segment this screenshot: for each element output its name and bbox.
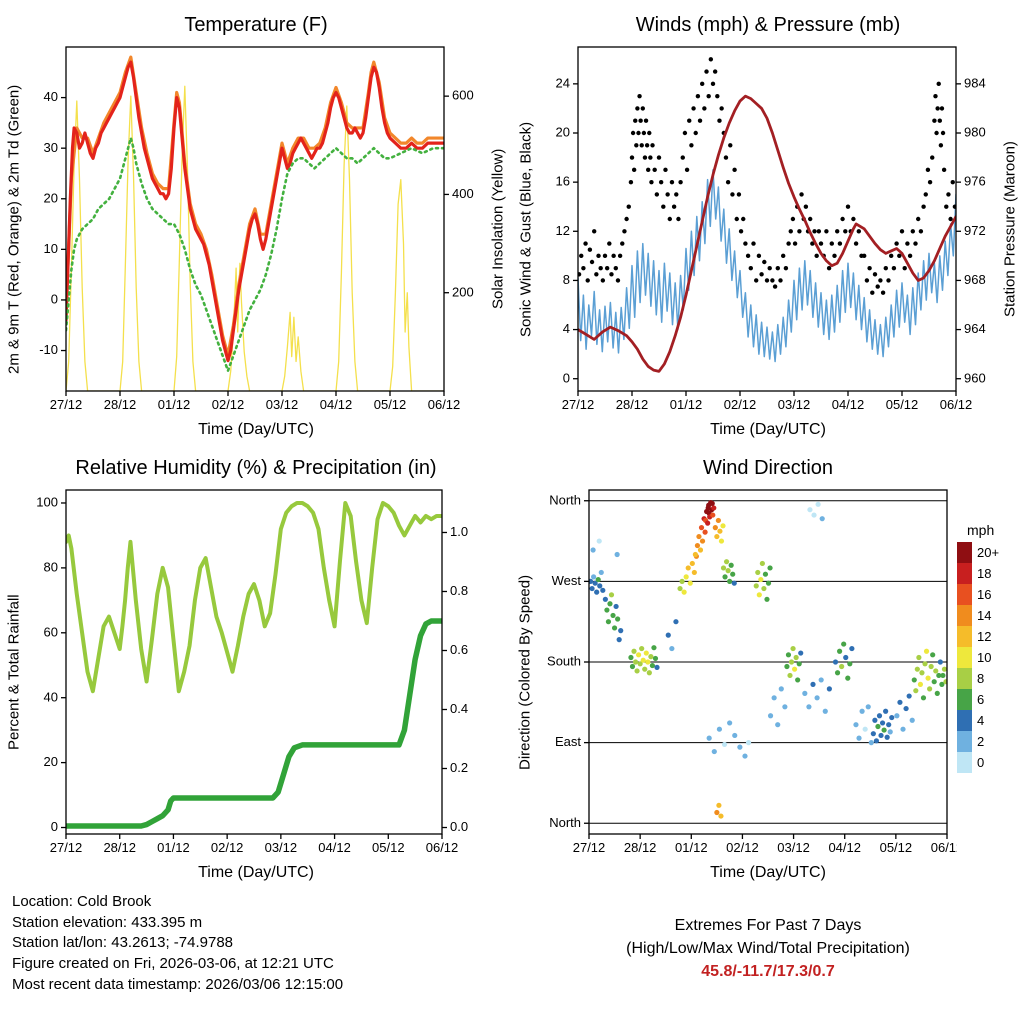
extremes-block: Extremes For Past 7 Days (High/Low/Max W… — [512, 914, 1024, 995]
colorbar-cell: 6 — [957, 689, 999, 710]
colorbar-cell: 20+ — [957, 542, 999, 563]
recent-timestamp: Most recent data timestamp: 2026/03/06 1… — [12, 975, 344, 993]
colorbar-swatch — [957, 542, 972, 563]
colorbar-swatch — [957, 710, 972, 731]
panel-winds-pressure: Winds (mph) & Pressure (mb) Sonic Wind &… — [512, 6, 1024, 439]
extremes-values: 45.8/-11.7/17.3/0.7 — [701, 963, 835, 981]
extremes-subtitle: (High/Low/Max Wind/Total Precipitation) — [626, 940, 910, 958]
colorbar-cell: 16 — [957, 584, 999, 605]
colorbar-label: 14 — [977, 608, 992, 623]
colorbar-swatch — [957, 647, 972, 668]
colorbar-swatch — [957, 626, 972, 647]
colorbar-label: 16 — [977, 587, 992, 602]
colorbar-label: 4 — [977, 713, 985, 728]
colorbar-label: 10 — [977, 650, 992, 665]
panel-humidity-precip: Relative Humidity (%) & Precipitation (i… — [0, 449, 512, 882]
temperature-plot-area: 2m & 9m T (Red, Orange) & 2m Td (Green) … — [2, 39, 510, 419]
colorbar-swatch — [957, 731, 972, 752]
winds-pressure-xlabel: Time (Day/UTC) — [710, 421, 826, 438]
panel-wind-direction: Wind Direction Direction (Colored By Spe… — [512, 449, 1024, 882]
colorbar-swatch — [957, 605, 972, 626]
colorbar-cell: 14 — [957, 605, 999, 626]
colorbar-cell: 4 — [957, 710, 999, 731]
colorbar-cell: 8 — [957, 668, 999, 689]
wind-direction-plot-area: Direction (Colored By Speed) mph 20+ 18 16… — [513, 482, 1023, 862]
station-location: Location: Cold Brook — [12, 893, 152, 910]
station-latlon: Station lat/lon: 43.2613; -74.9788 — [12, 934, 234, 952]
colorbar-swatch — [957, 668, 972, 689]
colorbar-label: 0 — [977, 755, 985, 770]
wind-direction-ylabel-left: Direction (Colored By Speed) — [516, 574, 534, 770]
wind-speed-colorbar-cells: 20+ 18 16 14 12 10 8 6 4 2 0 — [957, 542, 999, 773]
wind-direction-chart-canvas — [537, 482, 957, 862]
colorbar-label: 6 — [977, 692, 985, 707]
colorbar-swatch — [957, 584, 972, 605]
winds-ylabel-left: Sonic Wind & Gust (Blue, Black) — [517, 121, 535, 337]
wind-direction-xlabel: Time (Day/UTC) — [710, 864, 826, 881]
colorbar-cell: 12 — [957, 626, 999, 647]
humidity-precip-xlabel: Time (Day/UTC) — [198, 864, 314, 881]
temperature-title: Temperature (F) — [184, 14, 328, 36]
humidity-right-spacer — [486, 482, 510, 862]
footer: Location: Cold Brook Station elevation: … — [0, 892, 1024, 995]
colorbar-label: 18 — [977, 566, 992, 581]
figure-created: Figure created on Fri, 2026-03-06, at 12… — [12, 955, 334, 973]
winds-pressure-plot-area: Sonic Wind & Gust (Blue, Black) Station … — [514, 39, 1022, 419]
colorbar-label: 8 — [977, 671, 985, 686]
colorbar-label: 20+ — [977, 545, 1000, 560]
top-row: Temperature (F) 2m & 9m T (Red, Orange) … — [0, 6, 1024, 439]
wind-direction-title: Wind Direction — [702, 457, 834, 479]
colorbar-title: mph — [967, 522, 995, 538]
colorbar-cell: 0 — [957, 752, 999, 773]
temperature-ylabel-left: 2m & 9m T (Red, Orange) & 2m Td (Green) — [5, 84, 23, 374]
humidity-precip-chart-canvas — [26, 482, 486, 862]
colorbar-cell: 2 — [957, 731, 999, 752]
winds-ylabel-right: Station Pressure (Maroon) — [1001, 141, 1019, 317]
panel-temperature: Temperature (F) 2m & 9m T (Red, Orange) … — [0, 6, 512, 439]
bottom-row: Relative Humidity (%) & Precipitation (i… — [0, 449, 1024, 882]
colorbar-swatch — [957, 563, 972, 584]
humidity-precip-plot-area: Percent & Total Rainfall — [2, 482, 510, 862]
humidity-ylabel-left: Percent & Total Rainfall — [5, 594, 23, 750]
winds-pressure-chart-canvas — [538, 39, 998, 419]
wind-speed-colorbar: mph 20+ 18 16 14 12 10 8 6 4 2 0 — [957, 482, 1023, 862]
temperature-chart-canvas — [26, 39, 486, 419]
colorbar-cell: 18 — [957, 563, 999, 584]
colorbar-swatch — [957, 752, 972, 773]
colorbar-label: 12 — [977, 629, 992, 644]
temperature-xlabel: Time (Day/UTC) — [198, 421, 314, 438]
colorbar-swatch — [957, 689, 972, 710]
humidity-precip-title: Relative Humidity (%) & Precipitation (i… — [75, 457, 437, 479]
colorbar-cell: 10 — [957, 647, 999, 668]
winds-pressure-title: Winds (mph) & Pressure (mb) — [635, 14, 901, 36]
station-elevation: Station elevation: 433.395 m — [12, 913, 203, 931]
temperature-ylabel-right: Solar Insolation (Yellow) — [489, 148, 507, 310]
extremes-title: Extremes For Past 7 Days — [674, 917, 862, 934]
colorbar-label: 2 — [977, 734, 985, 749]
station-info-block: Location: Cold Brook Station elevation: … — [0, 892, 512, 995]
